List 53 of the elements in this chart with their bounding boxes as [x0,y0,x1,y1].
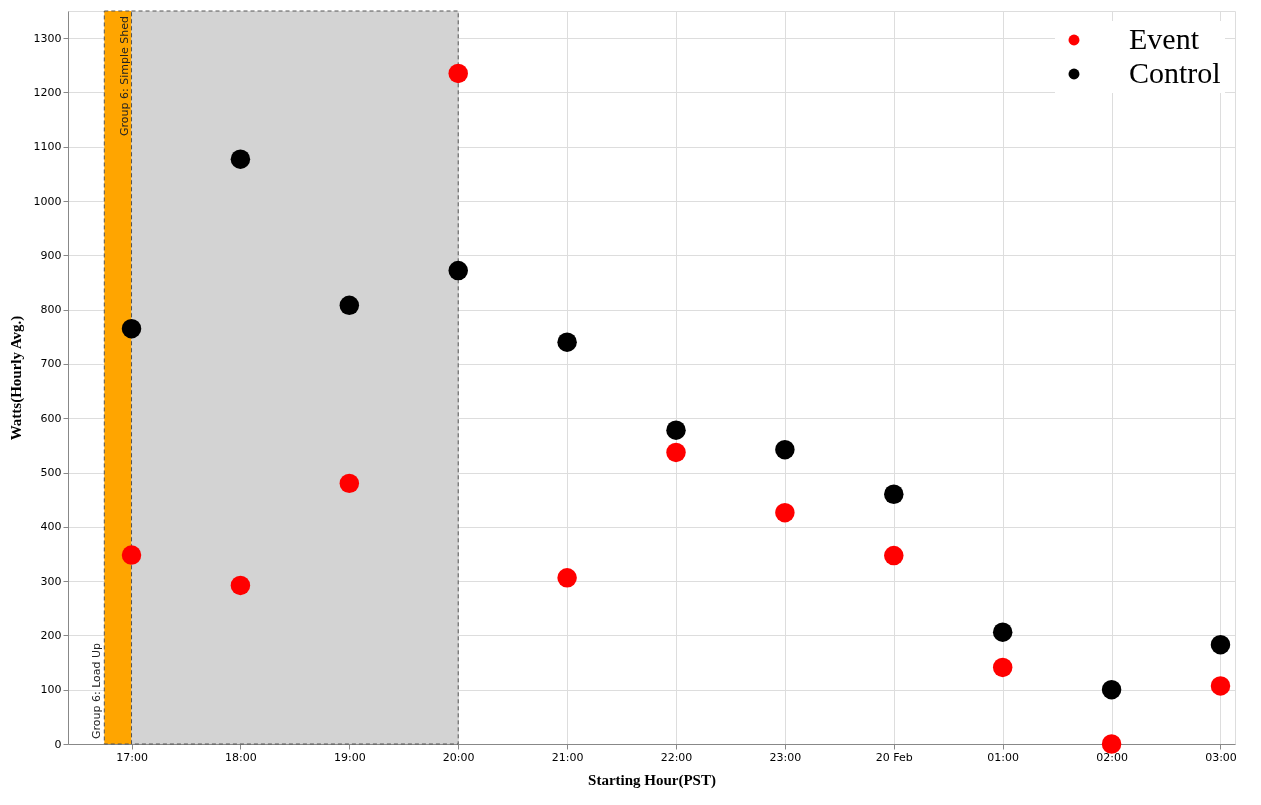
point [1210,676,1231,696]
x-tick-label: 21:00 [551,750,584,764]
y-tick-label: 100 [40,683,62,697]
point [775,502,795,523]
point [666,442,686,463]
y-tick-label: 800 [40,303,62,317]
point [884,484,904,504]
point [992,622,1013,642]
y-tick-label: 400 [40,520,62,534]
x-tick-label: 20 Feb [875,750,913,764]
y-tick-label: 0 [54,737,62,751]
y-tick-label: 700 [40,357,62,371]
y-tick-label: 900 [40,248,62,262]
point [230,149,251,169]
band-label: Group 6: Simple Shed [117,16,131,136]
x-axis-title: Starting Hour(PST) [588,771,716,789]
point [1101,734,1122,754]
x-tick-label: 18:00 [225,750,257,764]
point [448,63,468,84]
point [230,575,251,596]
x-tick-label: 17:00 [116,750,148,764]
x-tick-label: 22:00 [660,750,693,764]
point [339,473,360,494]
x-tick-label: 19:00 [333,750,366,764]
x-tick-label: 02:00 [1096,750,1128,764]
y-tick-label: 1000 [33,194,62,208]
y-tick-label: 600 [40,411,62,425]
point [992,657,1013,678]
point [1210,634,1231,655]
legend-label: Control [1129,56,1221,89]
x-tick-label: 20:00 [442,750,475,764]
point [666,420,686,440]
y-tick-label: 500 [40,466,62,480]
legend-label: Event [1129,22,1200,55]
band-label: Group 6: Load Up [90,642,104,739]
y-tick-label: 300 [40,574,62,588]
point [121,545,142,565]
point [557,332,577,352]
point [121,318,142,339]
y-tick-label: 200 [40,628,62,642]
point [1101,679,1122,700]
point [884,545,904,566]
y-tick-label: 1200 [33,85,62,99]
y-tick-label: 1100 [33,140,62,154]
point [339,295,360,316]
y-axis-title: Watts(Hourly Avg.) [7,315,25,441]
x-tick-label: 23:00 [769,750,802,764]
y-tick-label: 1300 [33,31,62,45]
point [557,568,577,588]
x-tick-label: 03:00 [1205,750,1237,764]
x-tick-label: 01:00 [987,750,1020,764]
point [775,439,795,460]
point [448,260,468,281]
